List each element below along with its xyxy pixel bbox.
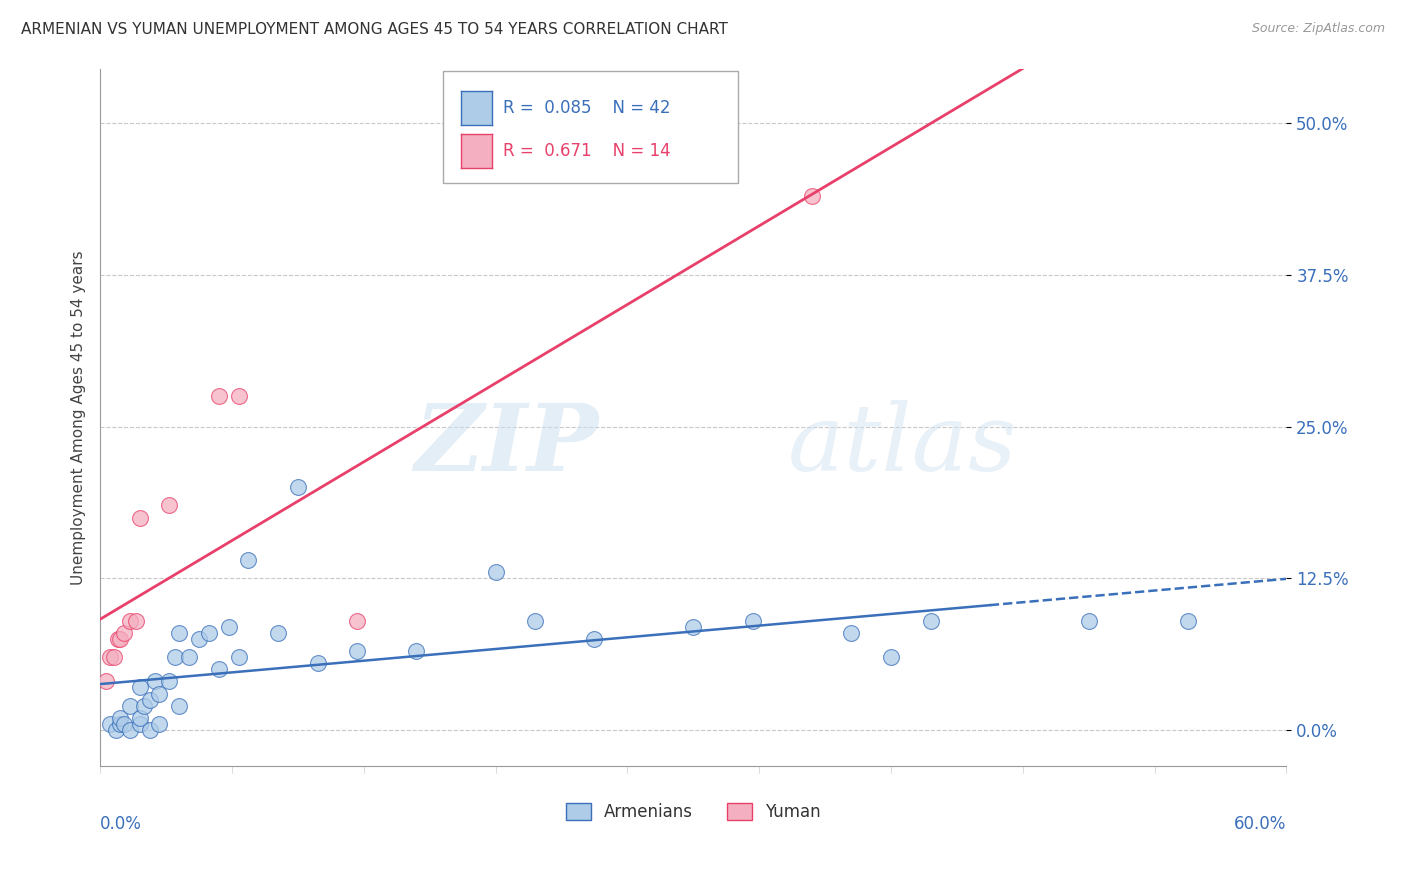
Point: [346, 644, 368, 658]
Point: [165, 650, 187, 665]
Point: [118, 723, 141, 737]
Text: ZIP: ZIP: [415, 401, 599, 491]
Text: R =  0.671    N = 14: R = 0.671 N = 14: [503, 142, 671, 160]
Point: [741, 614, 763, 628]
Point: [405, 644, 427, 658]
Point: [125, 614, 148, 628]
Y-axis label: Unemployment Among Ages 45 to 54 years: Unemployment Among Ages 45 to 54 years: [72, 250, 86, 585]
Point: [128, 716, 150, 731]
Point: [484, 565, 506, 579]
Text: R =  0.085    N = 42: R = 0.085 N = 42: [503, 99, 671, 117]
Legend: Armenians, Yuman: Armenians, Yuman: [560, 797, 827, 828]
Point: [157, 674, 180, 689]
Point: [177, 650, 200, 665]
Point: [583, 632, 606, 646]
Point: [157, 499, 180, 513]
Point: [94, 674, 117, 689]
Point: [112, 716, 135, 731]
Point: [138, 692, 160, 706]
Point: [108, 716, 131, 731]
Text: 0.0%: 0.0%: [100, 815, 142, 833]
Point: [148, 716, 170, 731]
Point: [103, 650, 125, 665]
Text: ARMENIAN VS YUMAN UNEMPLOYMENT AMONG AGES 45 TO 54 YEARS CORRELATION CHART: ARMENIAN VS YUMAN UNEMPLOYMENT AMONG AGE…: [21, 22, 728, 37]
Point: [98, 650, 121, 665]
Point: [208, 389, 231, 403]
Point: [148, 686, 170, 700]
Point: [1077, 614, 1099, 628]
Point: [880, 650, 903, 665]
Point: [346, 614, 368, 628]
Point: [307, 656, 329, 670]
Point: [108, 711, 131, 725]
Text: Source: ZipAtlas.com: Source: ZipAtlas.com: [1251, 22, 1385, 36]
Point: [98, 716, 121, 731]
Point: [800, 189, 823, 203]
Point: [132, 698, 155, 713]
Point: [218, 620, 240, 634]
Point: [920, 614, 942, 628]
Point: [198, 625, 221, 640]
Point: [841, 625, 863, 640]
Text: 60.0%: 60.0%: [1234, 815, 1286, 833]
Point: [287, 480, 309, 494]
Point: [108, 632, 131, 646]
Point: [138, 723, 160, 737]
Point: [112, 625, 135, 640]
Point: [267, 625, 290, 640]
Point: [188, 632, 211, 646]
Point: [128, 681, 150, 695]
Point: [107, 632, 129, 646]
Point: [128, 510, 150, 524]
Point: [228, 389, 250, 403]
Point: [167, 625, 190, 640]
Point: [104, 723, 127, 737]
Point: [1177, 614, 1199, 628]
Point: [118, 698, 141, 713]
Point: [682, 620, 704, 634]
Point: [228, 650, 250, 665]
Text: atlas: atlas: [789, 401, 1018, 491]
Point: [128, 711, 150, 725]
Point: [238, 553, 260, 567]
Point: [118, 614, 141, 628]
Point: [145, 674, 167, 689]
Point: [208, 662, 231, 676]
Point: [167, 698, 190, 713]
Point: [524, 614, 547, 628]
